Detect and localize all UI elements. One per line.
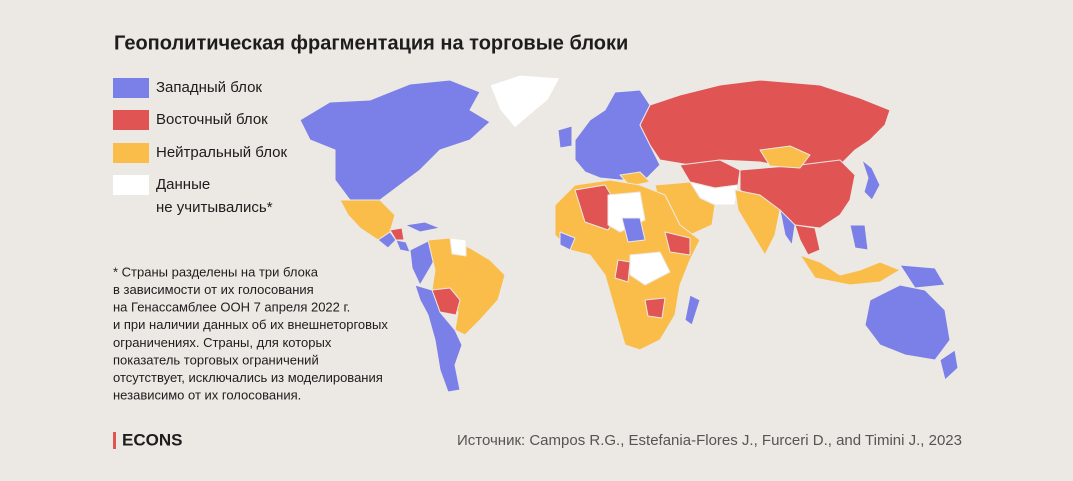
- country-region: [799, 254, 901, 286]
- footnote-line: независимо от их голосования.: [113, 388, 301, 403]
- country-region: [759, 145, 811, 169]
- country-region: [849, 224, 869, 251]
- footnote-line: на Генассамблее ООН 7 апреля 2022 г.: [113, 300, 350, 315]
- country-region: [614, 259, 631, 283]
- logo-text: ECONS: [122, 430, 182, 449]
- footnote: * Страны разделены на три блока в зависим…: [113, 264, 388, 402]
- legend-swatch: [113, 175, 149, 195]
- country-region: [794, 224, 821, 256]
- footnote-line: и при наличии данных об их внешнеторговы…: [113, 317, 388, 332]
- legend-swatch: [113, 143, 149, 163]
- country-region: [864, 284, 951, 361]
- source: Источник: Campos R.G., Estefania-Flores …: [457, 432, 962, 449]
- country-region: [939, 349, 959, 381]
- country-region: [779, 209, 796, 246]
- footnote-line: показатель торговых ограничений: [113, 352, 319, 367]
- footnote-line: ограничениях. Страны, для которых: [113, 335, 332, 350]
- country-region: [899, 264, 946, 289]
- world-map: [299, 74, 959, 393]
- country-region: [559, 231, 576, 251]
- legend-label: не учитывались*: [156, 199, 273, 216]
- country-region: [449, 237, 467, 257]
- country-region: [629, 251, 671, 286]
- country-region: [389, 227, 405, 241]
- legend-label: Западный блок: [156, 79, 262, 96]
- country-region: [557, 125, 573, 149]
- country-region: [414, 284, 463, 393]
- footnote-line: в зависимости от их голосования: [113, 282, 314, 297]
- logo: ECONS: [113, 430, 182, 449]
- country-region: [489, 74, 561, 129]
- title: Геополитическая фрагментация на торговые…: [114, 32, 628, 54]
- legend: Западный блок Восточный блок Нейтральный…: [113, 78, 287, 216]
- country-region: [644, 297, 666, 319]
- legend-label: Восточный блок: [156, 111, 268, 128]
- legend-label: Нейтральный блок: [156, 144, 287, 161]
- country-region: [404, 221, 441, 233]
- country-region: [734, 189, 781, 256]
- footnote-line: * Страны разделены на три блока: [113, 264, 319, 279]
- country-region: [861, 159, 881, 201]
- legend-swatch: [113, 78, 149, 98]
- logo-bar: [113, 432, 116, 449]
- legend-swatch: [113, 110, 149, 130]
- legend-label: Данные: [156, 176, 210, 193]
- country-region: [664, 231, 691, 256]
- footnote-line: отсутствует, исключались из моделировани…: [113, 370, 383, 385]
- country-region: [299, 79, 491, 201]
- country-region: [621, 217, 646, 243]
- country-region: [684, 294, 701, 326]
